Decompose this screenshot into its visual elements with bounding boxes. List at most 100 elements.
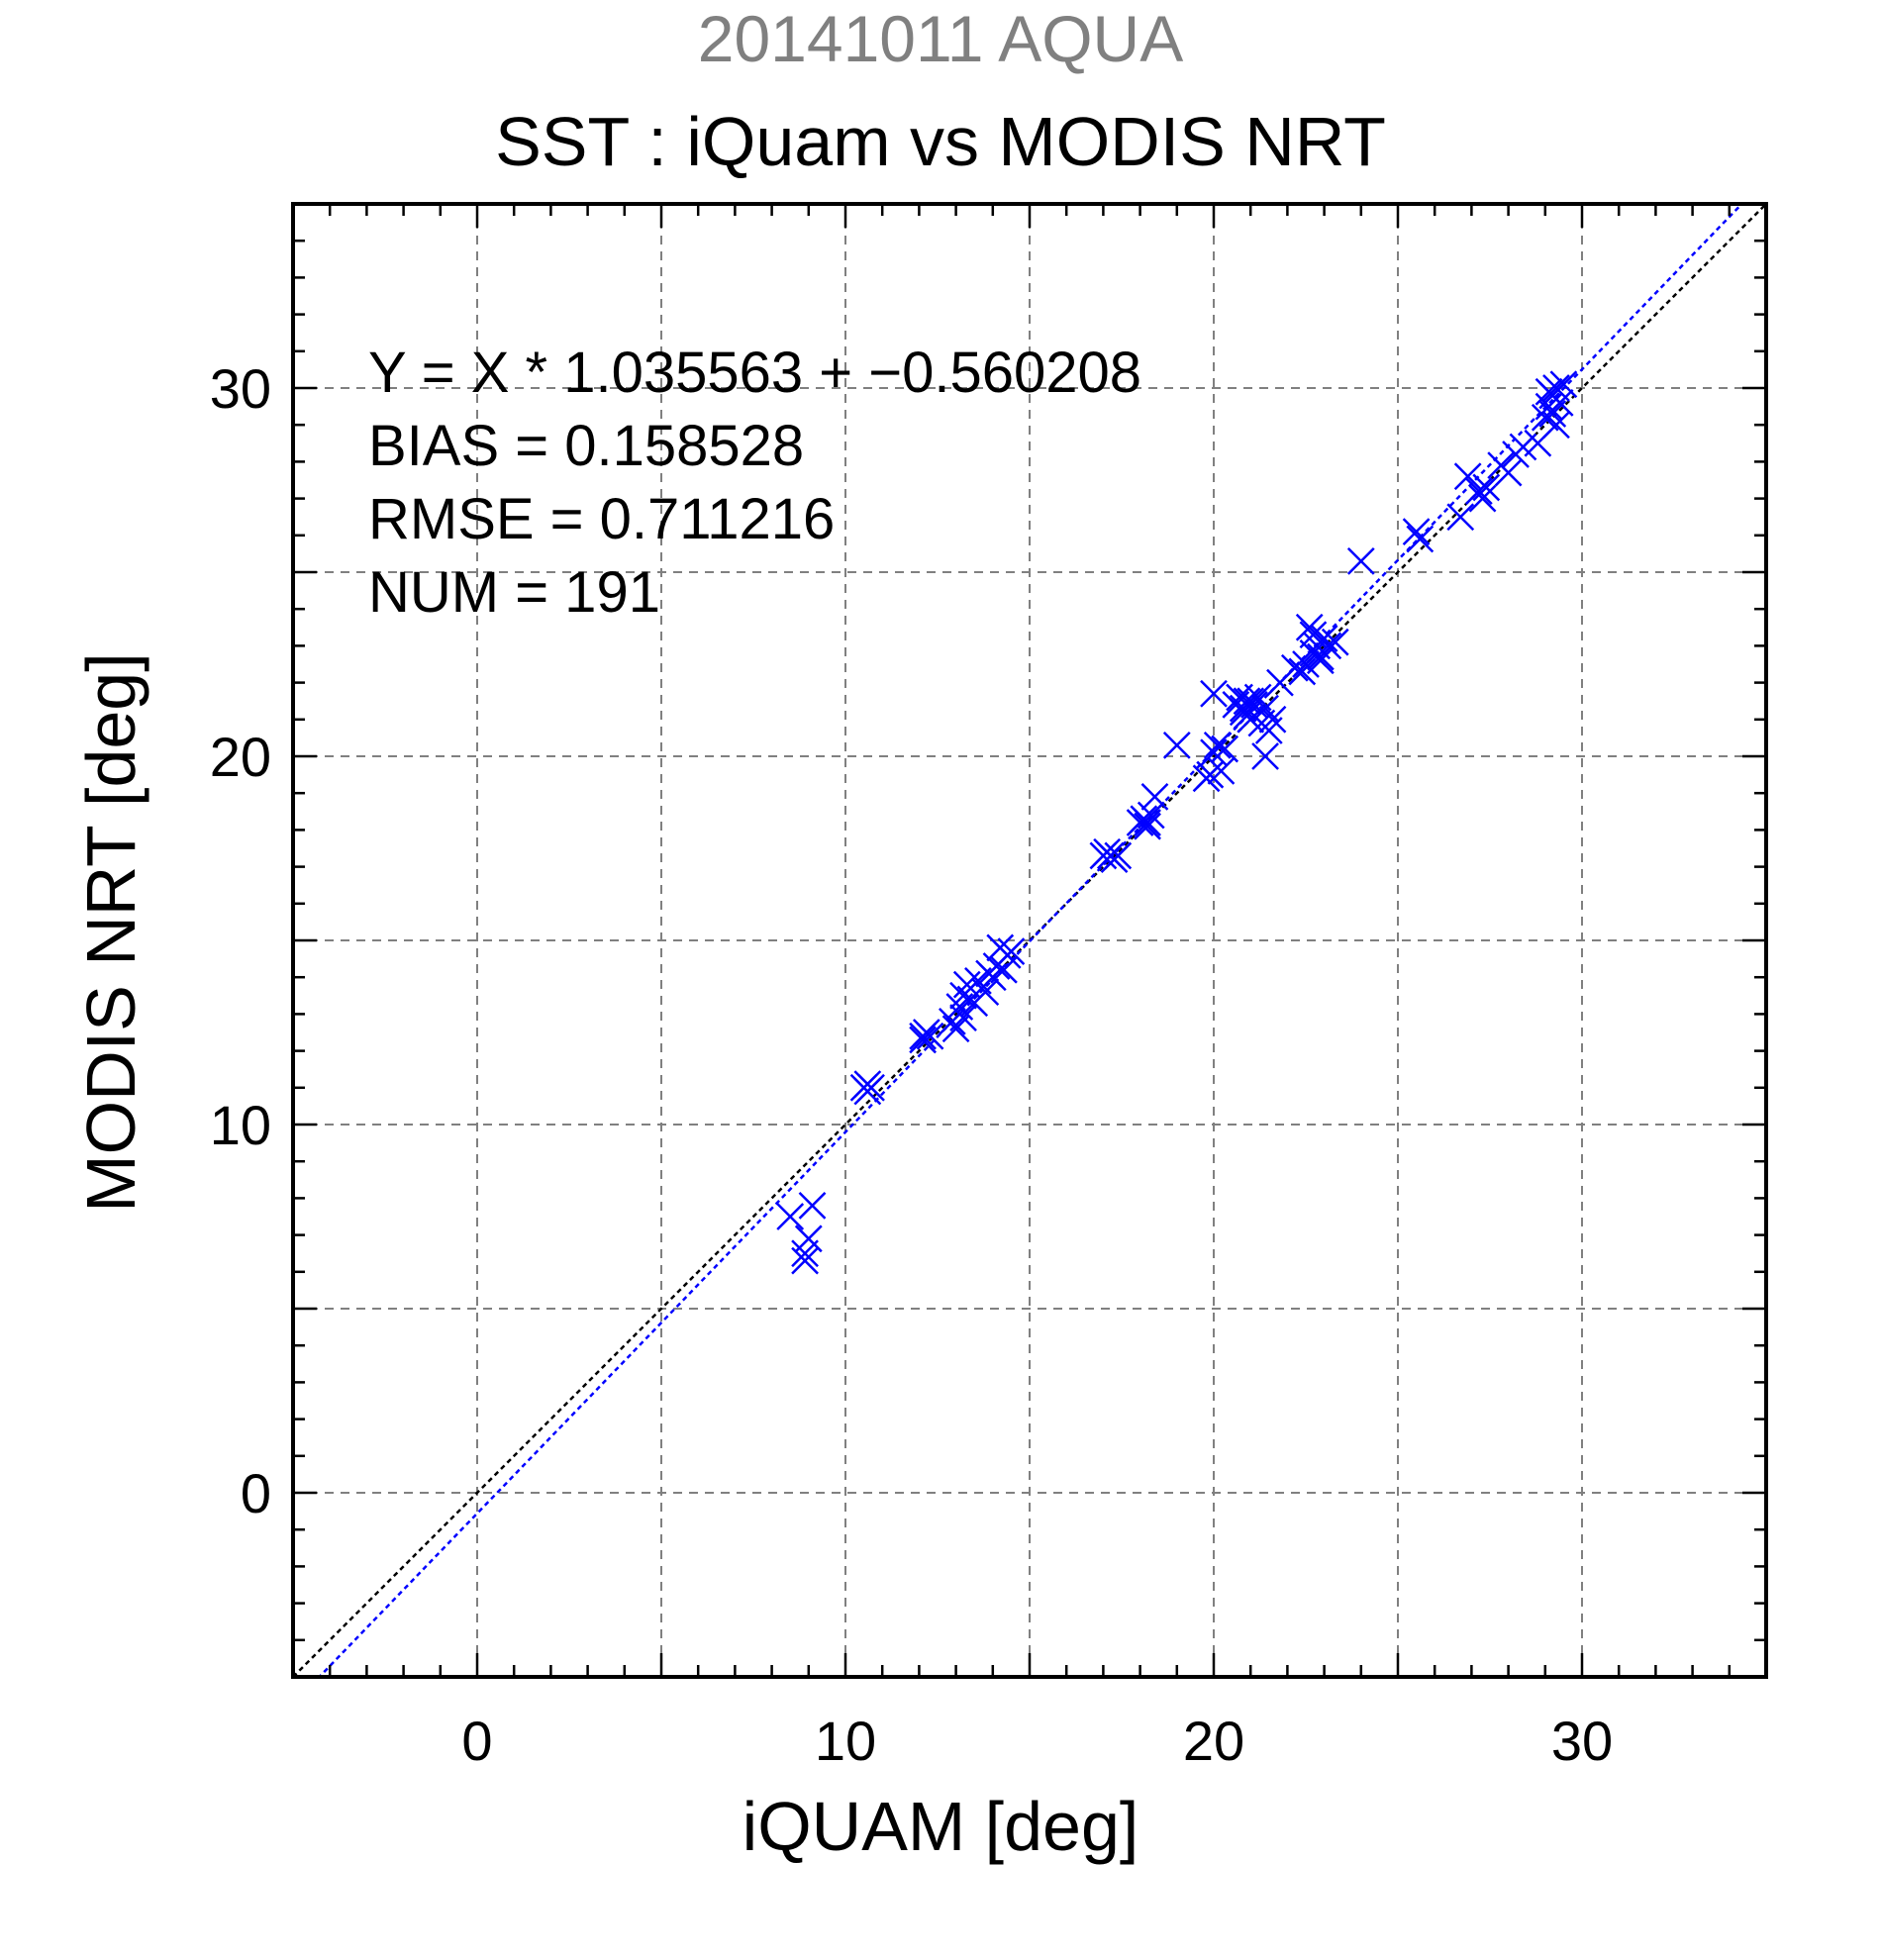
data-point [1258,705,1287,734]
data-point-stroke [1254,717,1283,744]
regression-line [317,204,1744,1677]
data-point [1233,687,1261,716]
data-point [949,1004,977,1032]
data-point [1211,735,1239,763]
fit-equation: Y = X * 1.035563 + −0.560208 [368,341,1142,405]
data-point [997,937,1026,966]
data-point-stroke [971,978,1000,1006]
reference-lines [293,204,1766,1677]
rmse-value: RMSE = 0.711216 [368,487,836,551]
data-point-stroke [776,1203,805,1230]
y-tick-label: 30 [210,357,271,420]
data-point [1494,458,1523,487]
data-point [1538,400,1567,428]
axis-ticks [293,204,1766,1677]
data-point-stroke [1402,518,1431,545]
data-point-stroke [1494,458,1523,487]
data-point [1288,657,1317,686]
data-point-stroke [1542,411,1570,440]
data-point [1464,477,1493,506]
data-point [1137,801,1165,830]
data-point [1542,411,1570,440]
num-value: NUM = 191 [368,560,660,625]
data-point-stroke [1196,760,1225,789]
x-tick-label: 10 [815,1710,876,1772]
data-points [776,370,1578,1275]
data-point-stroke [1200,679,1228,708]
data-point [1468,484,1497,513]
data-point-stroke [1314,632,1342,660]
data-point [1446,503,1475,532]
stats-annotation: Y = X * 1.035563 + −0.560208 BIAS = 0.15… [368,337,1141,630]
data-point [1104,841,1133,870]
data-point-stroke [1207,756,1236,785]
data-point [1314,632,1342,660]
data-point [1134,812,1161,840]
data-point-stroke [1288,657,1317,686]
data-point-stroke [1137,801,1165,830]
data-point [1321,628,1349,656]
data-point [1534,392,1563,421]
data-point-stroke [1472,473,1501,502]
data-point-stroke [1211,735,1239,763]
data-point-stroke [1251,694,1279,723]
data-point [1402,518,1431,545]
data-point-stroke [798,1191,827,1220]
data-point [798,1191,827,1220]
data-point [1280,653,1309,682]
data-point-stroke [1306,646,1335,675]
data-point-stroke [909,1026,938,1054]
data-point [853,1070,882,1098]
chart-title: SST : iQuam vs MODIS NRT [495,103,1386,180]
data-point-stroke [1251,742,1279,770]
data-point [1406,525,1435,553]
data-point-stroke [1203,731,1232,759]
data-point [1346,546,1375,575]
data-point [909,1026,938,1054]
data-point-stroke [1321,628,1349,656]
data-point-stroke [1140,783,1169,811]
data-point-stroke [1243,683,1272,712]
data-point-stroke [1406,525,1435,553]
data-point-stroke [1280,653,1309,682]
x-tick-label: 20 [1183,1710,1244,1772]
chart-supertitle: 20141011 AQUA [697,2,1184,75]
data-point-stroke [1549,370,1578,399]
data-point [1534,377,1563,406]
data-point [791,1246,819,1275]
data-point [1549,370,1578,399]
data-point [1200,679,1228,708]
data-point [1251,742,1279,770]
data-point [975,959,1003,988]
data-point-stroke [1310,625,1338,652]
data-point [1306,646,1335,675]
data-point-stroke [1162,731,1191,759]
data-point [916,1022,944,1050]
data-point-stroke [1237,687,1265,716]
data-point-stroke [1104,841,1133,870]
data-point-stroke [1538,400,1567,428]
data-point [1140,783,1169,811]
grid-layer [293,204,1766,1677]
data-point-stroke [1258,705,1287,734]
data-point-stroke [1534,377,1563,406]
y-tick-label: 20 [210,726,271,788]
data-point-stroke [1233,687,1261,716]
y-tick-label: 10 [210,1094,271,1156]
data-point [1134,809,1161,836]
data-point [1203,731,1232,759]
data-point [1200,738,1228,767]
data-point [1196,760,1225,789]
data-point [971,978,1000,1006]
data-point [1254,717,1283,744]
data-point-stroke [1346,546,1375,575]
data-point-stroke [1200,738,1228,767]
data-point-stroke [1295,613,1324,641]
data-point-stroke [1134,809,1161,836]
data-point [938,1007,966,1035]
bias-value: BIAS = 0.158528 [368,414,805,478]
data-point-stroke [794,1225,823,1253]
data-point [1472,473,1501,502]
data-point-stroke [853,1070,882,1098]
